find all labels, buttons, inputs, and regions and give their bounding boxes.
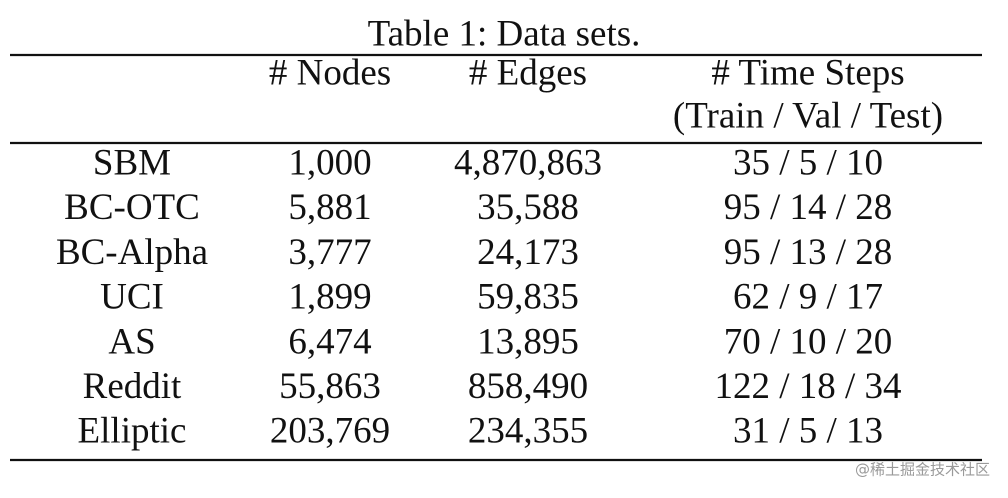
table-cell: 95 / 14 / 28	[724, 187, 893, 228]
row-label: UCI	[100, 277, 164, 318]
header-cell: # Nodes	[269, 52, 391, 93]
row-label: BC-Alpha	[56, 232, 208, 273]
row-label: SBM	[93, 142, 171, 183]
row-label: AS	[108, 321, 155, 362]
row-label: BC-OTC	[64, 187, 200, 228]
table-cell: 6,474	[288, 321, 371, 362]
table-cell: 4,870,863	[454, 142, 602, 183]
table-caption: Table 1: Data sets.	[368, 13, 641, 54]
row-label: Reddit	[83, 366, 182, 407]
table-cell: 35,588	[477, 187, 579, 228]
table-cell: 3,777	[288, 232, 371, 273]
header-cell: # Edges	[469, 52, 587, 93]
table-cell: 1,000	[288, 142, 371, 183]
header-cell: (Train / Val / Test)	[673, 95, 943, 136]
table-cell: 55,863	[279, 366, 381, 407]
table-cell: 858,490	[468, 366, 588, 407]
table-cell: 35 / 5 / 10	[733, 142, 883, 183]
table-cell: 95 / 13 / 28	[724, 232, 893, 273]
table-cell: 59,835	[477, 277, 579, 318]
table-cell: 5,881	[288, 187, 371, 228]
watermark: @稀土掘金技术社区	[855, 461, 990, 479]
table-cell: 24,173	[477, 232, 579, 273]
table-cell: 234,355	[468, 411, 588, 452]
table-cell: 203,769	[270, 411, 390, 452]
header-cell: # Time Steps	[711, 52, 904, 93]
table-cell: 13,895	[477, 321, 579, 362]
table-cell: 1,899	[288, 277, 371, 318]
table-cell: 31 / 5 / 13	[733, 411, 883, 452]
table-cell: 62 / 9 / 17	[733, 277, 883, 318]
row-label: Elliptic	[78, 411, 187, 452]
table-cell: 122 / 18 / 34	[714, 366, 901, 407]
table-cell: 70 / 10 / 20	[724, 321, 893, 362]
